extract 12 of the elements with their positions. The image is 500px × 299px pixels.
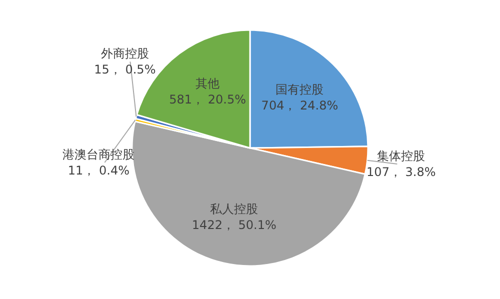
slice-label: 其他: [196, 76, 220, 90]
slice-label: 私人控股: [210, 202, 258, 216]
data-label: 581， 20.5%: [169, 92, 246, 106]
data-label: 704， 24.8%: [261, 98, 338, 113]
slice-label: 集体控股: [377, 148, 426, 163]
data-label: 15， 0.5%: [94, 62, 156, 77]
data-label: 107， 3.8%: [366, 164, 436, 179]
slice-label: 港澳台商控股: [62, 148, 135, 162]
slice-label: 外商控股: [100, 46, 149, 61]
data-label: 11， 0.4%: [68, 164, 130, 178]
data-label: 1422， 50.1%: [192, 218, 276, 232]
slice-label: 国有控股: [276, 82, 324, 97]
